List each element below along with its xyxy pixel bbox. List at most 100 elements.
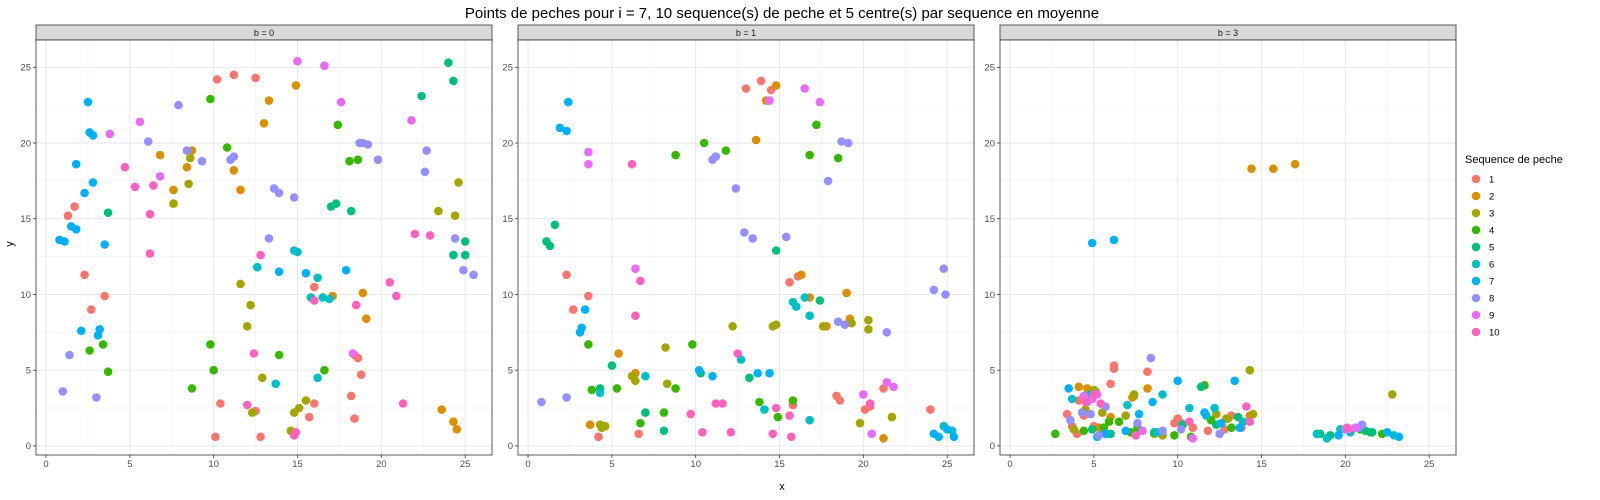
data-point-seq-8: [711, 152, 721, 161]
panel-border: [35, 39, 493, 456]
data-point-seq-4: [612, 384, 622, 393]
data-point-seq-9: [765, 96, 774, 105]
data-point-seq-5: [1087, 425, 1097, 434]
data-point-seq-3: [236, 279, 245, 289]
data-point-seq-4: [788, 396, 798, 405]
data-point-seq-4: [659, 408, 669, 417]
data-point-seq-2: [452, 425, 462, 434]
data-point-seq-4: [671, 384, 680, 393]
data-point-seq-8: [823, 176, 833, 186]
data-point-seq-8: [1077, 408, 1087, 417]
data-point-seq-7: [1230, 376, 1239, 386]
data-point-seq-1: [785, 278, 794, 287]
data-point-seq-8: [833, 317, 843, 327]
facet-strip-label: b = 1: [736, 28, 756, 38]
data-point-seq-9: [889, 382, 898, 392]
data-point-seq-7: [1148, 397, 1157, 407]
data-point-seq-2: [449, 417, 458, 427]
panel-background: [518, 40, 974, 455]
data-point-seq-7: [765, 368, 774, 378]
data-point-seq-1: [1109, 364, 1119, 374]
legend-key-10: [1471, 327, 1481, 337]
data-point-seq-10: [1081, 397, 1090, 407]
data-point-seq-10: [636, 276, 645, 286]
x-axis-title: x: [779, 481, 785, 493]
data-point-seq-5: [1196, 382, 1206, 392]
data-point-seq-1: [1203, 426, 1213, 436]
data-point-seq-6: [271, 379, 281, 389]
legend-label-4: 4: [1489, 225, 1494, 236]
data-point-seq-1: [100, 291, 109, 301]
data-point-seq-3: [1121, 411, 1130, 420]
data-point-seq-10: [1089, 390, 1099, 399]
data-point-seq-8: [420, 167, 430, 177]
panel-border: [999, 39, 1457, 456]
data-point-seq-5: [449, 250, 458, 260]
data-point-seq-3: [246, 300, 255, 310]
data-point-seq-9: [348, 349, 358, 358]
data-point-seq-4: [755, 397, 764, 407]
data-point-seq-10: [149, 181, 158, 190]
data-point-seq-10: [385, 278, 395, 287]
data-point-seq-9: [815, 97, 825, 107]
data-point-seq-5: [346, 206, 356, 216]
data-point-seq-2: [236, 185, 245, 195]
data-point-seq-8: [1094, 431, 1104, 440]
data-point-seq-8: [363, 140, 373, 149]
data-point-seq-1: [212, 75, 222, 84]
data-point-seq-5: [460, 237, 470, 246]
data-point-seq-4: [103, 367, 113, 377]
legend-key-3: [1471, 208, 1481, 218]
data-point-seq-7: [71, 159, 81, 169]
data-point-seq-2: [259, 119, 269, 128]
data-point-seq-2: [155, 150, 165, 160]
data-point-seq-7: [1134, 409, 1144, 419]
data-point-seq-5: [745, 373, 754, 383]
chart-title: Points de peches pour i = 7, 10 sequence…: [465, 5, 1099, 22]
data-point-seq-8: [537, 397, 546, 407]
data-point-seq-9: [859, 390, 868, 399]
x-tick-label: 10: [690, 459, 701, 470]
x-tick-label: 15: [1256, 459, 1267, 470]
data-point-seq-3: [184, 179, 193, 189]
data-point-seq-7: [1200, 408, 1209, 417]
facet-strip-label: b = 3: [1218, 28, 1238, 38]
data-point-seq-7: [1394, 432, 1404, 442]
data-point-seq-9: [1351, 423, 1360, 433]
data-point-seq-7: [1334, 431, 1343, 440]
data-point-seq-10: [718, 399, 727, 408]
data-point-seq-3: [631, 376, 640, 386]
data-point-seq-3: [887, 412, 897, 422]
data-point-seq-6: [293, 247, 302, 257]
data-point-seq-2: [1290, 159, 1300, 169]
data-point-seq-1: [63, 211, 73, 220]
data-point-seq-1: [305, 412, 314, 422]
data-point-seq-6: [641, 371, 650, 381]
data-point-seq-10: [398, 399, 408, 408]
y-tick-label: 25: [984, 63, 995, 74]
data-point-seq-7: [274, 267, 284, 277]
data-point-seq-5: [659, 426, 669, 436]
data-point-seq-10: [726, 428, 736, 437]
data-point-seq-3: [294, 403, 304, 413]
data-point-seq-10: [631, 311, 640, 321]
data-point-seq-3: [847, 318, 856, 328]
y-tick-label: 20: [20, 138, 31, 149]
data-point-seq-8: [274, 188, 284, 198]
facet-panel-1: b = 1 0 5 10 15 20 25 0 5 10 15 20 25: [502, 24, 975, 470]
data-point-seq-10: [733, 349, 742, 358]
data-point-seq-1: [926, 405, 935, 414]
data-point-seq-1: [216, 399, 225, 408]
data-point-seq-6: [1067, 394, 1077, 404]
data-point-seq-7: [77, 326, 86, 336]
y-tick-label: 10: [502, 290, 513, 301]
y-tick-label: 0: [990, 441, 995, 452]
data-point-seq-9: [867, 429, 876, 439]
y-tick-label: 5: [990, 365, 995, 376]
data-point-seq-7: [100, 240, 109, 249]
x-tick-label: 10: [1172, 459, 1183, 470]
data-point-seq-10: [392, 291, 401, 301]
data-point-seq-8: [748, 234, 757, 243]
data-point-seq-10: [289, 431, 299, 440]
data-point-seq-10: [351, 300, 361, 310]
